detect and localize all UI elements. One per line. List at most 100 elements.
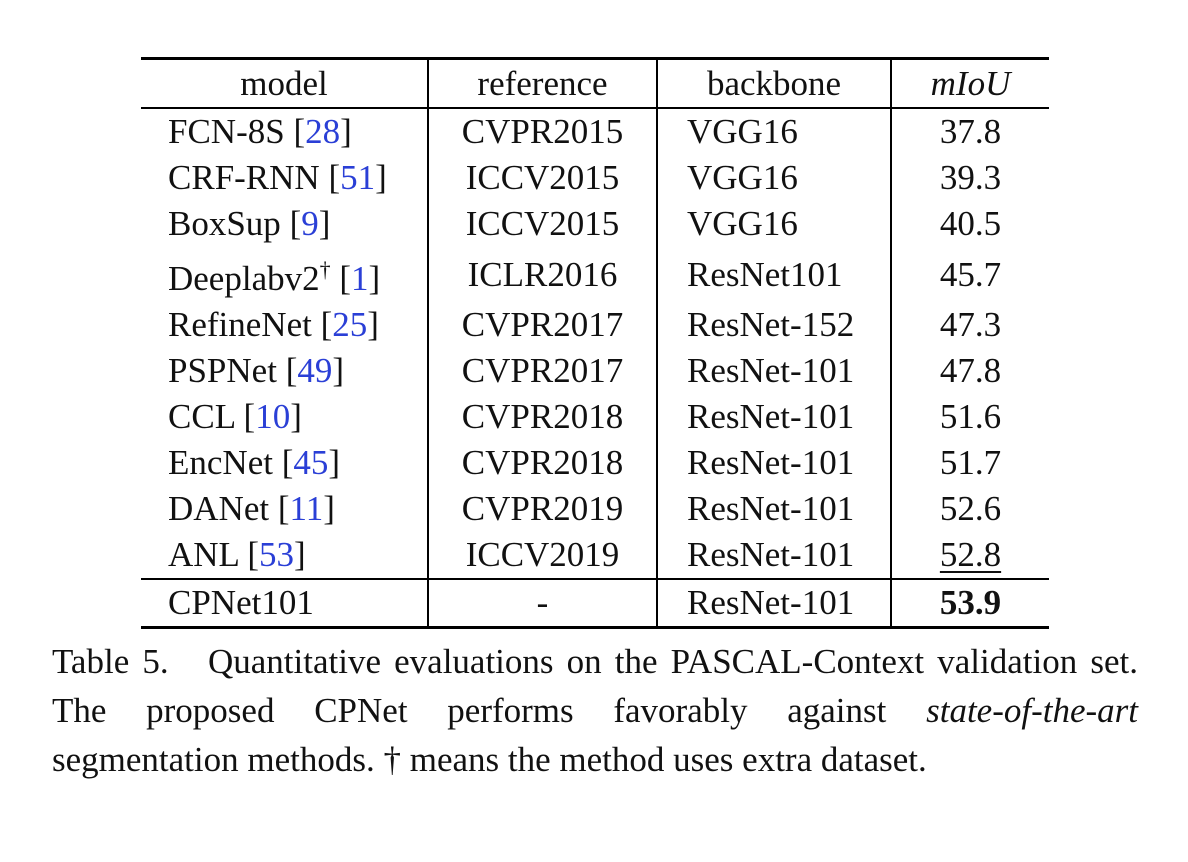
table-body: FCN-8S [28] CVPR2015 VGG16 37.8 CRF-RNN [51]… <box>141 108 1049 579</box>
table-row: ANL [53] ICCV2019 ResNet-101 52.8 <box>141 532 1049 579</box>
reference-cell: CVPR2017 <box>427 348 657 394</box>
proposed-model: CPNet101 <box>168 583 314 622</box>
proposed-backbone: ResNet-101 <box>656 579 891 628</box>
miou-value: 37.8 <box>939 112 1002 151</box>
miou-cell: 47.8 <box>890 348 1049 394</box>
citation-link[interactable]: 10 <box>255 397 291 436</box>
citation-link[interactable]: 28 <box>305 112 341 151</box>
miou-value: 52.6 <box>939 489 1002 528</box>
proposed-reference: - <box>427 579 657 628</box>
backbone-cell: VGG16 <box>656 155 891 201</box>
caption-label: Table 5. <box>52 642 169 681</box>
table-row: FCN-8S [28] CVPR2015 VGG16 37.8 <box>141 108 1049 155</box>
model-cell: BoxSup [9] <box>168 204 331 243</box>
table-row: CCL [10] CVPR2018 ResNet-101 51.6 <box>141 394 1049 440</box>
miou-value: 45.7 <box>939 254 1002 294</box>
header-miou: mIoU <box>890 58 1049 108</box>
table-row: DANet [11] CVPR2019 ResNet-101 52.6 <box>141 486 1049 532</box>
model-name: DANet <box>168 489 270 528</box>
model-cell: RefineNet [25] <box>168 305 379 344</box>
model-name: CRF-RNN <box>168 158 320 197</box>
reference-cell: ICCV2019 <box>427 532 657 579</box>
reference-cell: CVPR2019 <box>427 486 657 532</box>
model-name: BoxSup <box>168 204 281 243</box>
model-cell: PSPNet [49] <box>168 351 344 390</box>
miou-cell: 39.3 <box>890 155 1049 201</box>
backbone-cell: ResNet-101 <box>656 486 891 532</box>
miou-value: 52.8 <box>939 535 1002 574</box>
reference-cell: CVPR2018 <box>427 394 657 440</box>
backbone-cell: ResNet101 <box>656 247 891 302</box>
proposed-miou: 53.9 <box>890 579 1049 628</box>
model-name: PSPNet <box>168 351 277 390</box>
citation-link[interactable]: 1 <box>351 259 369 298</box>
backbone-cell: VGG16 <box>656 108 891 155</box>
reference-cell: ICCV2015 <box>427 201 657 247</box>
miou-cell: 47.3 <box>890 302 1049 348</box>
model-cell: CCL [10] <box>168 397 302 436</box>
header-model: model <box>240 64 328 103</box>
table-row: CRF-RNN [51] ICCV2015 VGG16 39.3 <box>141 155 1049 201</box>
citation-link[interactable]: 11 <box>289 489 324 528</box>
miou-value: 51.7 <box>939 443 1002 482</box>
table-row: EncNet [45] CVPR2018 ResNet-101 51.7 <box>141 440 1049 486</box>
reference-cell: CVPR2018 <box>427 440 657 486</box>
backbone-cell: ResNet-101 <box>656 440 891 486</box>
citation-link[interactable]: 25 <box>332 305 368 344</box>
table-row: RefineNet [25] CVPR2017 ResNet-152 47.3 <box>141 302 1049 348</box>
dagger-mark: † <box>319 257 331 282</box>
model-cell: EncNet [45] <box>168 443 341 482</box>
reference-cell: ICCV2015 <box>427 155 657 201</box>
model-cell: CRF-RNN [51] <box>168 158 387 197</box>
miou-value: 39.3 <box>939 158 1002 197</box>
miou-cell: 45.7 <box>890 247 1049 302</box>
model-name: RefineNet <box>168 305 312 344</box>
table-row: BoxSup [9] ICCV2015 VGG16 40.5 <box>141 201 1049 247</box>
backbone-cell: VGG16 <box>656 201 891 247</box>
miou-cell: 40.5 <box>890 201 1049 247</box>
header-backbone: backbone <box>656 58 891 108</box>
caption-text-end: segmentation methods. † means the method… <box>52 740 927 779</box>
miou-value: 47.8 <box>939 351 1002 390</box>
reference-cell: CVPR2015 <box>427 108 657 155</box>
reference-cell: CVPR2017 <box>427 302 657 348</box>
miou-cell: 51.7 <box>890 440 1049 486</box>
proposed-method-section: CPNet101 - ResNet-101 53.9 <box>141 579 1049 628</box>
miou-value: 40.5 <box>939 204 1002 243</box>
citation-link[interactable]: 51 <box>340 158 376 197</box>
model-name: FCN-8S <box>168 112 285 151</box>
model-cell: Deeplabv2† [1] <box>168 257 381 298</box>
miou-value: 47.3 <box>939 305 1002 344</box>
table-row: PSPNet [49] CVPR2017 ResNet-101 47.8 <box>141 348 1049 394</box>
miou-value: 51.6 <box>939 397 1002 436</box>
citation-link[interactable]: 45 <box>293 443 329 482</box>
results-table-container: model reference backbone mIoU FCN-8S [28… <box>141 57 1049 629</box>
miou-cell: 37.8 <box>890 108 1049 155</box>
miou-cell: 51.6 <box>890 394 1049 440</box>
backbone-cell: ResNet-101 <box>656 348 891 394</box>
model-name: EncNet <box>168 443 273 482</box>
model-cell: DANet [11] <box>168 489 335 528</box>
citation-link[interactable]: 53 <box>259 535 295 574</box>
model-cell: FCN-8S [28] <box>168 112 352 151</box>
backbone-cell: ResNet-152 <box>656 302 891 348</box>
backbone-cell: ResNet-101 <box>656 394 891 440</box>
header-row: model reference backbone mIoU <box>141 58 1049 108</box>
citation-link[interactable]: 49 <box>297 351 333 390</box>
table-header: model reference backbone mIoU <box>141 58 1049 108</box>
reference-cell: ICLR2016 <box>427 247 657 302</box>
proposed-row: CPNet101 - ResNet-101 53.9 <box>141 579 1049 628</box>
model-name: CCL <box>168 397 235 436</box>
table-caption: Table 5. Quantitative evaluations on the… <box>52 637 1138 784</box>
citation-link[interactable]: 9 <box>301 204 319 243</box>
model-name: ANL <box>168 535 239 574</box>
miou-cell: 52.8 <box>890 532 1049 579</box>
table-row: Deeplabv2† [1] ICLR2016 ResNet101 45.7 <box>141 247 1049 302</box>
model-cell: ANL [53] <box>168 535 306 574</box>
results-table: model reference backbone mIoU FCN-8S [28… <box>141 57 1049 629</box>
caption-italic: state-of-the-art <box>926 691 1138 730</box>
model-name: Deeplabv2 <box>168 259 320 298</box>
backbone-cell: ResNet-101 <box>656 532 891 579</box>
miou-cell: 52.6 <box>890 486 1049 532</box>
caption-text-start: Quantitative evaluations on the PASCAL-C… <box>52 642 1138 730</box>
